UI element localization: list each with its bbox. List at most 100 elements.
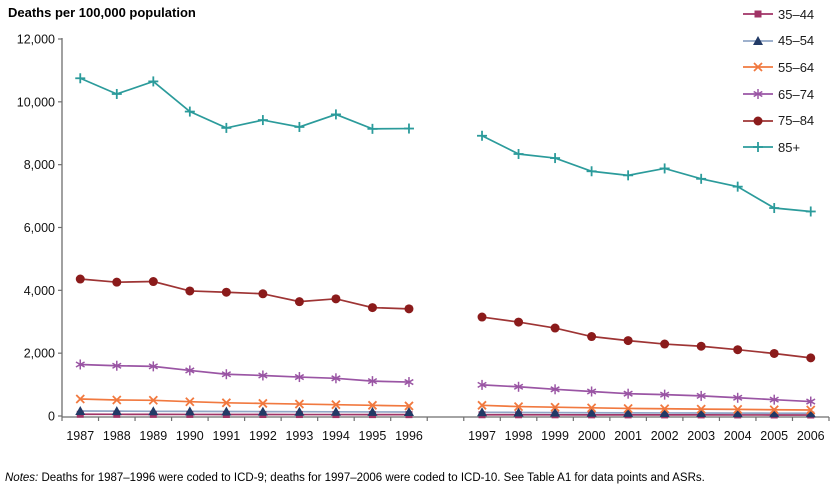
series-line-45–54	[80, 410, 409, 413]
marker-plus	[75, 73, 86, 84]
series-line-55–64	[80, 398, 409, 407]
marker-circle	[733, 345, 743, 355]
marker-triangle	[477, 407, 488, 417]
marker-plus	[367, 123, 378, 134]
marker-triangle	[769, 408, 780, 418]
marker-circle	[623, 336, 633, 346]
x-tick-label: 2004	[724, 429, 752, 443]
marker-asterisk	[513, 381, 524, 392]
marker-asterisk	[696, 390, 706, 401]
x-tick-label: 2002	[651, 429, 679, 443]
marker-plus	[550, 153, 561, 164]
x-tick-label: 1989	[139, 429, 167, 443]
marker-x	[660, 404, 670, 414]
x-tick-label: 1991	[212, 429, 240, 443]
notes: Notes: Deaths for 1987–1996 were coded t…	[5, 472, 705, 484]
marker-triangle	[148, 406, 159, 416]
marker-x	[185, 397, 195, 407]
marker-triangle	[403, 407, 414, 417]
marker-plus	[257, 115, 268, 126]
series-line-55–64	[481, 404, 811, 411]
marker-asterisk	[659, 389, 670, 400]
marker-plus	[753, 142, 763, 153]
marker-asterisk	[753, 89, 763, 100]
marker-plus	[696, 173, 707, 184]
marker-circle	[185, 286, 195, 296]
marker-x	[75, 394, 85, 404]
marker-triangle	[696, 408, 707, 418]
x-tick-label: 1987	[66, 429, 94, 443]
marker-triangle	[805, 408, 816, 418]
legend-item-35-44: 35–44	[742, 1, 814, 28]
notes-text: Deaths for 1987–1996 were coded to ICD-9…	[38, 472, 705, 484]
marker-x	[148, 395, 158, 405]
legend-label: 35–44	[778, 6, 815, 22]
marker-plus	[294, 121, 305, 132]
series-line-65–74	[80, 363, 409, 383]
marker-plus	[330, 109, 341, 120]
marker-plus	[111, 88, 122, 99]
x-tick-label: 1995	[359, 429, 387, 443]
legend-label: 65–74	[778, 86, 815, 102]
marker-plus	[659, 163, 670, 174]
marker-x	[221, 398, 231, 408]
legend-item-45-54: 45–54	[742, 28, 814, 55]
marker-plus	[148, 76, 159, 87]
x-tick-label: 1993	[285, 429, 313, 443]
legend-label: 55–64	[778, 59, 815, 75]
marker-circle	[404, 304, 414, 314]
marker-x	[753, 62, 763, 73]
marker-triangle	[586, 407, 597, 417]
x-tick-label: 1988	[103, 429, 131, 443]
x-tick-label: 2003	[687, 429, 715, 443]
marker-circle	[587, 332, 597, 342]
marker-asterisk	[258, 370, 268, 381]
x-tick-label: 2000	[578, 429, 606, 443]
marker-circle	[806, 353, 816, 363]
marker-asterisk	[733, 392, 743, 403]
series-line-75–84	[481, 316, 811, 359]
marker-x	[331, 400, 341, 410]
marker-plus	[513, 148, 524, 159]
series-line-65–74	[481, 384, 811, 403]
marker-circle	[660, 339, 670, 349]
marker-plus	[623, 170, 634, 181]
marker-plus	[805, 206, 816, 217]
series-line-85+	[79, 77, 409, 130]
marker-x	[550, 402, 560, 412]
marker-plus	[403, 123, 414, 134]
marker-asterisk	[806, 396, 816, 407]
x-tick-label: 1999	[541, 429, 569, 443]
marker-circle	[550, 323, 560, 333]
marker-circle	[148, 277, 158, 287]
marker-plus	[184, 106, 195, 117]
marker-triangle	[550, 407, 561, 417]
legend: 35–44 45–54 55–64 65–74 75–84 85+	[742, 1, 814, 161]
chart-title: Deaths per 100,000 population	[8, 5, 196, 20]
marker-circle	[477, 312, 487, 322]
marker-triangle	[75, 405, 86, 415]
x-tick-label: 1998	[505, 429, 533, 443]
marker-asterisk	[367, 376, 378, 387]
legend-item-85+: 85+	[742, 134, 814, 161]
marker-asterisk	[477, 379, 487, 390]
marker-triangle	[367, 406, 378, 416]
y-tick-label: 10,000	[17, 95, 55, 109]
marker-triangle	[111, 406, 122, 416]
legend-label: 75–84	[778, 113, 815, 129]
legend-item-55-64: 55–64	[742, 54, 814, 81]
marker-triangle	[623, 407, 634, 417]
marker-square	[754, 10, 762, 18]
marker-circle	[769, 348, 779, 358]
marker-triangle	[257, 406, 268, 416]
marker-circle	[258, 289, 268, 299]
marker-triangle	[330, 406, 341, 416]
series-line-75–84	[80, 278, 410, 310]
x-tick-label: 1997	[468, 429, 496, 443]
x-tick-label: 1990	[176, 429, 204, 443]
marker-circle	[75, 274, 85, 284]
marker-asterisk	[221, 369, 232, 380]
marker-asterisk	[294, 372, 305, 383]
marker-asterisk	[148, 361, 158, 372]
marker-circle	[294, 297, 304, 307]
